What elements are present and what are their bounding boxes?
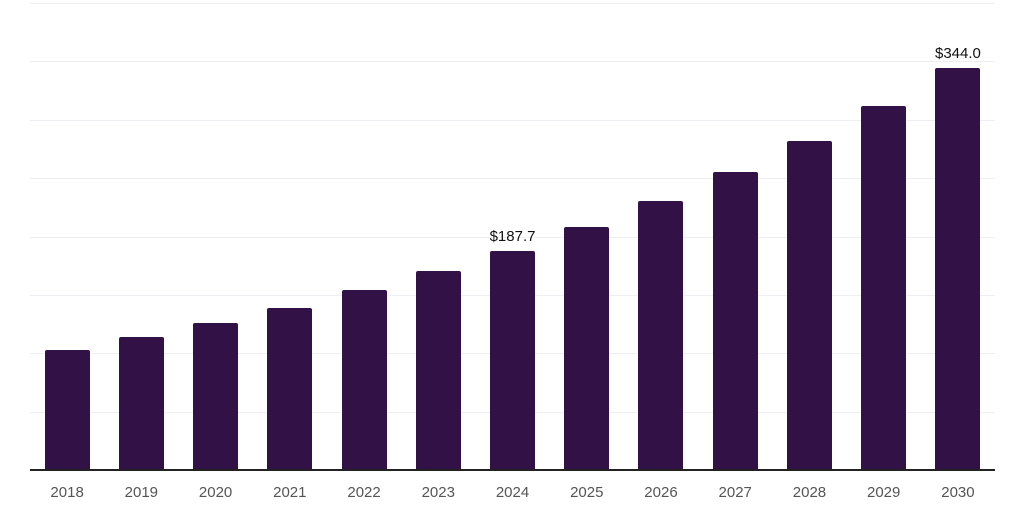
x-tick-label-2028: 2028	[792, 484, 827, 501]
data-label-2030: $344.0	[934, 45, 981, 63]
data-label-2024: $187.7	[489, 227, 536, 245]
x-tick-label-2018: 2018	[50, 484, 84, 501]
x-tick-label-2029: 2029	[867, 484, 901, 501]
x-tick-label-2027: 2027	[718, 484, 752, 501]
x-tick-label-2020: 2020	[198, 484, 233, 501]
bar-2030	[935, 68, 981, 470]
bar-slot-2025	[550, 3, 624, 470]
gridline	[30, 119, 995, 121]
bar-2018	[44, 350, 90, 470]
bar-2025	[564, 226, 610, 470]
bar-slot-2024: $187.7	[475, 3, 549, 470]
bar-2028	[786, 140, 832, 470]
bar-slot-2027	[698, 3, 772, 470]
bar-slot-2029	[847, 3, 921, 470]
x-tick-label-2026: 2026	[644, 484, 678, 501]
bar-slot-2028	[772, 3, 846, 470]
x-axis-line	[30, 469, 995, 471]
bar-2020	[193, 323, 239, 470]
plot-area: $187.7 $344.0	[30, 3, 995, 471]
bar-slot-2021	[253, 3, 327, 470]
x-tick-label-2024: 2024	[495, 484, 530, 501]
bar-slot-2022	[327, 3, 401, 470]
x-tick-label-2023: 2023	[421, 484, 455, 501]
bar-2021	[267, 308, 313, 470]
x-tick-label-2030: 2030	[941, 484, 975, 501]
gridline	[30, 236, 995, 238]
bar-slot-2030: $344.0	[921, 3, 995, 470]
x-tick-label-2022: 2022	[347, 484, 381, 501]
bar-2026	[638, 200, 684, 470]
bars: $187.7 $344.0	[30, 3, 995, 470]
gridline	[30, 178, 995, 180]
bar-2029	[861, 106, 907, 470]
bar-2023	[415, 271, 461, 470]
bar-2019	[118, 337, 164, 470]
x-tick-label-2021: 2021	[273, 484, 307, 501]
bar-slot-2018	[30, 3, 104, 470]
bar-2024	[490, 250, 536, 470]
bar-2022	[341, 290, 387, 470]
x-tick-label-2025: 2025	[570, 484, 604, 501]
bar-slot-2023	[401, 3, 475, 470]
bar-2027	[712, 172, 758, 470]
gridline	[30, 61, 995, 63]
gridline	[30, 3, 995, 4]
x-axis-labels: 2018 2019 2020 2021 2022 2023 2024 2025 2026 2027…	[30, 483, 995, 503]
bar-slot-2020	[178, 3, 252, 470]
x-tick-label-2019: 2019	[124, 484, 159, 501]
bar-slot-2026	[624, 3, 698, 470]
bar-slot-2019	[104, 3, 178, 470]
